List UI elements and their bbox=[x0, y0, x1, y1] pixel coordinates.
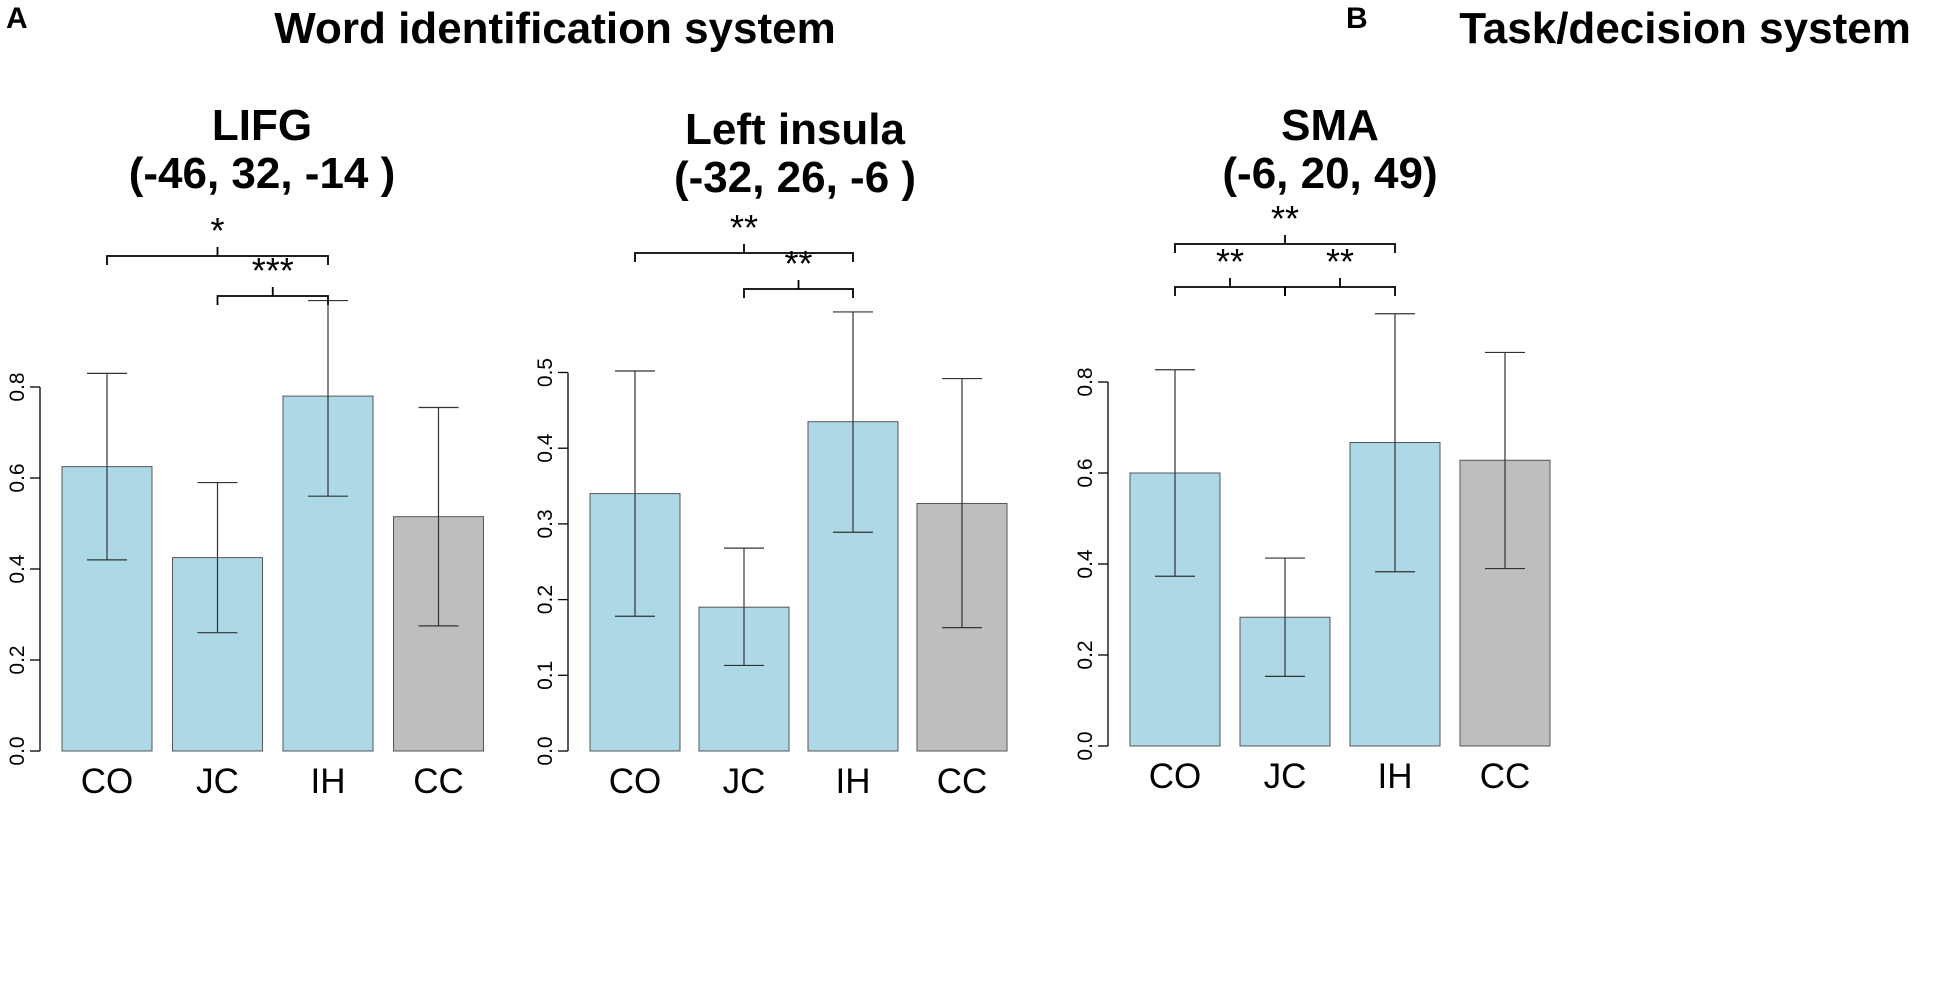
chart-subtitle: (-32, 26, -6 ) bbox=[674, 153, 916, 202]
chart-left-insula: Left insula(-32, 26, -6 ) 0.0 0.1 0.2 0.3 0.4… bbox=[534, 105, 1008, 801]
significance-bracket bbox=[634, 244, 854, 262]
significance-label: ** bbox=[1326, 241, 1354, 282]
y-tick-label: 0.0 bbox=[6, 736, 29, 765]
chart-title: SMA bbox=[1281, 101, 1379, 150]
x-tick-label: IH bbox=[311, 762, 346, 801]
y-tick-label: 0.1 bbox=[534, 661, 557, 690]
y-tick-label: 0.6 bbox=[6, 463, 29, 492]
significance-label: ** bbox=[784, 243, 812, 284]
significance-bracket bbox=[106, 247, 329, 265]
chart-title: Left insula bbox=[685, 105, 906, 154]
significance-bracket bbox=[1174, 235, 1396, 253]
significance-label: ** bbox=[730, 207, 758, 248]
x-tick-label: JC bbox=[196, 762, 239, 801]
panel-label-b: B bbox=[1346, 2, 1368, 35]
y-tick-label: 0.2 bbox=[534, 585, 557, 614]
significance-bracket bbox=[743, 280, 854, 298]
x-tick-label: CC bbox=[1480, 757, 1531, 796]
significance-label: *** bbox=[252, 250, 294, 291]
significance-label: ** bbox=[1271, 198, 1299, 239]
y-tick-label: 0.5 bbox=[534, 358, 557, 387]
y-tick-label: 0.2 bbox=[1074, 640, 1097, 669]
y-tick-label: 0.3 bbox=[534, 509, 557, 538]
y-tick-label: 0.0 bbox=[1074, 731, 1097, 760]
significance-label: ** bbox=[1216, 241, 1244, 282]
x-tick-label: CO bbox=[81, 762, 134, 801]
x-tick-label: IH bbox=[836, 762, 871, 801]
y-tick-label: 0.8 bbox=[1074, 367, 1097, 396]
x-tick-label: CC bbox=[937, 762, 988, 801]
chart-subtitle: (-6, 20, 49) bbox=[1222, 149, 1437, 198]
y-tick-label: 0.4 bbox=[1074, 549, 1097, 579]
section-title-word-identification: Word identification system bbox=[274, 4, 836, 53]
x-tick-label: IH bbox=[1378, 757, 1413, 796]
x-tick-label: JC bbox=[723, 762, 766, 801]
y-tick-label: 0.6 bbox=[1074, 458, 1097, 487]
y-tick-label: 0.2 bbox=[6, 645, 29, 674]
y-tick-label: 0.4 bbox=[6, 554, 29, 584]
x-tick-label: CO bbox=[609, 762, 662, 801]
x-tick-label: CC bbox=[413, 762, 464, 801]
significance-bracket bbox=[216, 287, 329, 305]
x-tick-label: JC bbox=[1264, 757, 1307, 796]
panel-label-a: A bbox=[6, 2, 28, 35]
chart-lifg: LIFG(-46, 32, -14 ) 0.0 0.2 0.4 0.6 0.8 CO JC IH… bbox=[6, 101, 484, 801]
y-tick-label: 0.4 bbox=[534, 433, 557, 463]
significance-label: * bbox=[210, 210, 224, 251]
section-title-task-decision: Task/decision system bbox=[1459, 4, 1911, 53]
chart-title: LIFG bbox=[212, 101, 312, 150]
chart-subtitle: (-46, 32, -14 ) bbox=[129, 149, 396, 198]
chart-sma: SMA(-6, 20, 49) 0.0 0.2 0.4 0.6 0.8 CO JC IH CC **… bbox=[1074, 101, 1551, 796]
y-tick-label: 0.0 bbox=[534, 736, 557, 765]
x-tick-label: CO bbox=[1149, 757, 1202, 796]
y-tick-label: 0.8 bbox=[6, 372, 29, 401]
significance-bracket bbox=[1284, 278, 1396, 296]
